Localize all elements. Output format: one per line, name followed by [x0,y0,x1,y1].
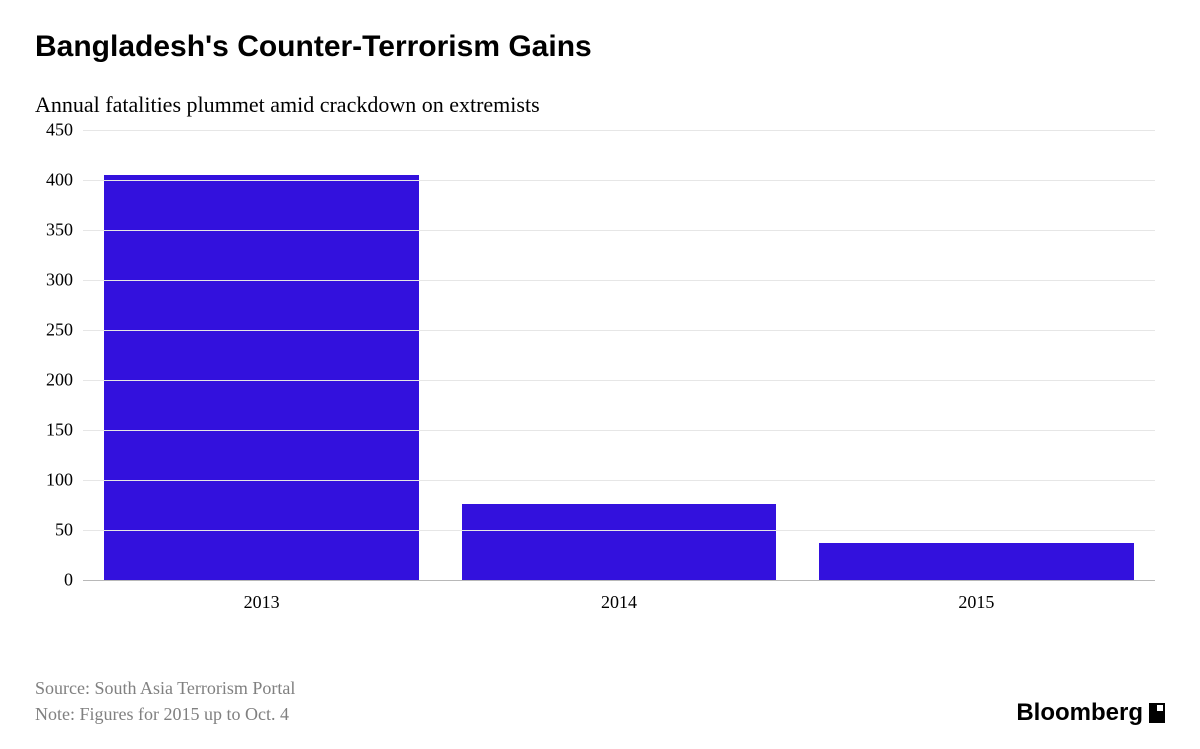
chart-footer: Source: South Asia Terrorism Portal Note… [35,675,1165,727]
bar [462,504,776,580]
chart-title: Bangladesh's Counter-Terrorism Gains [35,30,1165,64]
gridline [83,480,1155,481]
x-axis-label: 2014 [601,580,637,613]
gridline [83,530,1155,531]
note-line: Note: Figures for 2015 up to Oct. 4 [35,701,295,727]
y-axis-label: 300 [46,269,83,290]
x-axis-label: 2015 [958,580,994,613]
bar [819,543,1133,580]
y-axis-label: 450 [46,120,83,141]
gridline [83,180,1155,181]
y-axis-label: 100 [46,470,83,491]
gridline [83,230,1155,231]
brand-logo: Bloomberg [1016,699,1165,727]
chart-container: 201320142015 050100150200250300350400450 [35,130,1165,620]
bars-layer: 201320142015 [83,130,1155,580]
y-axis-label: 0 [64,570,83,591]
x-axis-label: 2013 [244,580,280,613]
bar-slot: 2014 [440,130,797,580]
footer-text: Source: South Asia Terrorism Portal Note… [35,675,295,727]
y-axis-label: 150 [46,419,83,440]
chart-subtitle: Annual fatalities plummet amid crackdown… [35,92,1165,118]
baseline [83,580,1155,581]
brand-mark-icon [1149,703,1165,723]
y-axis-label: 350 [46,220,83,241]
y-axis-label: 50 [55,520,83,541]
bar-slot: 2015 [798,130,1155,580]
gridline [83,330,1155,331]
gridline [83,380,1155,381]
y-axis-label: 250 [46,320,83,341]
plot-area: 201320142015 050100150200250300350400450 [83,130,1155,580]
source-line: Source: South Asia Terrorism Portal [35,675,295,701]
gridline [83,280,1155,281]
brand-label: Bloomberg [1016,699,1143,727]
gridline [83,130,1155,131]
y-axis-label: 200 [46,370,83,391]
gridline [83,430,1155,431]
bar-slot: 2013 [83,130,440,580]
y-axis-label: 400 [46,170,83,191]
bar [104,175,418,580]
